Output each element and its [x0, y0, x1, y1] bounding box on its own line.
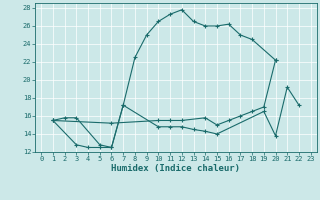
X-axis label: Humidex (Indice chaleur): Humidex (Indice chaleur): [111, 164, 240, 173]
